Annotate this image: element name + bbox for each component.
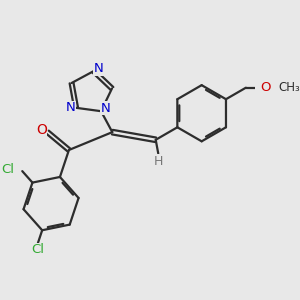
Text: N: N [66, 101, 76, 114]
Text: O: O [260, 81, 271, 94]
Text: Cl: Cl [2, 163, 15, 176]
Text: H: H [154, 155, 163, 168]
Text: N: N [100, 102, 110, 115]
Text: N: N [94, 62, 104, 75]
Text: Cl: Cl [31, 243, 44, 256]
Text: O: O [36, 123, 47, 136]
Text: CH₃: CH₃ [278, 81, 300, 94]
